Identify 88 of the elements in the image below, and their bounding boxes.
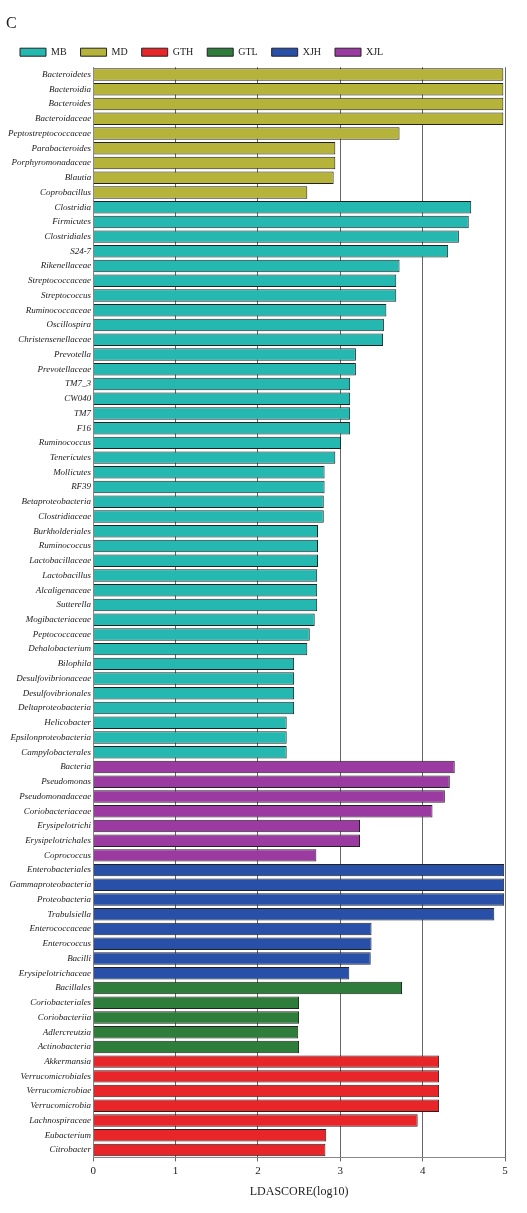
y-tick-label: Bacteroidetes <box>41 68 92 79</box>
y-tick-label: Streptococcus <box>40 289 92 300</box>
y-tick-label: Firmicutes <box>51 216 92 227</box>
y-tick-label: Blautia <box>64 172 92 183</box>
y-tick-label: Parabacteroides <box>30 142 92 153</box>
y-tick-label: Desulfovibrionaceae <box>15 672 92 683</box>
y-tick-label: Erysipelotrichaceae <box>17 967 92 978</box>
x-axis-title: LDASCORE(log10) <box>249 1183 349 1198</box>
y-tick-label: Citrobacter <box>49 1144 92 1155</box>
y-tick-label: Betaproteobacteria <box>21 496 92 507</box>
y-tick-label: Bacilli <box>67 952 92 963</box>
x-tick-label: 1 <box>172 1163 179 1176</box>
y-tick-label: Bacteroidia <box>48 83 92 94</box>
y-tick-label: Trabulsiella <box>47 908 92 919</box>
y-tick-label: Prevotella <box>52 348 92 359</box>
y-tick-label: Eubacterium <box>43 1129 92 1140</box>
y-tick-label: Ruminococcus <box>37 540 92 551</box>
y-tick-label: Alcaligenaceae <box>34 584 92 595</box>
y-tick-label: Lachnospiraceae <box>28 1114 92 1125</box>
y-tick-label: F16 <box>75 422 92 433</box>
y-tick-label: Oscillospira <box>46 319 92 330</box>
legend-label: GTH <box>172 45 194 57</box>
legend-label: MB <box>51 45 67 57</box>
y-tick-label: Enterobacteriales <box>25 864 92 875</box>
x-tick-label: 2 <box>255 1163 261 1176</box>
y-tick-label: Coriobacteriales <box>30 997 92 1008</box>
legend-label: MD <box>111 45 128 57</box>
y-tick-label: Proteobacteria <box>35 893 92 904</box>
y-tick-label: Clostridiales <box>44 230 92 241</box>
legend-label: XJH <box>302 45 322 57</box>
y-tick-label: Peptococcaceae <box>31 628 92 639</box>
x-tick-label: 4 <box>419 1163 426 1176</box>
y-tick-label: Lactobacillaceae <box>28 555 92 566</box>
y-tick-label: TM7 <box>74 407 92 418</box>
y-tick-label: Mogibacteriaceae <box>24 614 92 625</box>
y-tick-label: Bilophila <box>57 658 92 669</box>
y-tick-label: Ruminococcaceae <box>24 304 92 315</box>
y-tick-label: Verrucomicrobiae <box>26 1085 92 1096</box>
chart-title: C <box>6 13 17 31</box>
y-tick-label: Epsilonproteobacteria <box>9 731 92 742</box>
y-tick-label: Peptostreptococcaceae <box>6 127 92 138</box>
x-tick-label: 3 <box>337 1163 344 1176</box>
y-tick-label: Bacillales <box>55 982 92 993</box>
legend-label: XJL <box>366 45 384 57</box>
y-tick-label: CW040 <box>64 393 92 404</box>
y-tick-label: Dehalobacterium <box>27 643 92 654</box>
y-tick-label: Verrucomicrobia <box>30 1100 92 1111</box>
y-tick-label: Gammaproteobacteria <box>9 879 92 890</box>
y-tick-label: Lactobacillus <box>41 569 92 580</box>
y-tick-label: Porphyromonadaceae <box>10 157 92 168</box>
y-tick-label: Coprobacillus <box>39 186 92 197</box>
y-tick-label: Pseudomonadaceae <box>18 790 92 801</box>
y-tick-label: Clostridiaceae <box>38 510 92 521</box>
y-tick-label: Coprococcus <box>43 849 92 860</box>
y-tick-label: Erysipelotrichi <box>36 820 92 831</box>
y-tick-label: Enterococcus <box>41 938 92 949</box>
y-tick-label: Streptococcaceae <box>27 275 92 286</box>
y-tick-label: Deltaproteobacteria <box>16 702 92 713</box>
y-tick-label: Christensenellaceae <box>18 334 92 345</box>
y-tick-label: Burkholderiales <box>33 525 92 536</box>
y-tick-label: Prevotellaceae <box>36 363 92 374</box>
y-tick-label: Campylobacterales <box>21 746 92 757</box>
y-tick-label: Clostridia <box>54 201 92 212</box>
y-tick-label: Actinobacteria <box>36 1041 92 1052</box>
y-tick-label: TM7_3 <box>65 378 92 389</box>
y-tick-label: Erysipelotrichales <box>24 835 92 846</box>
y-tick-label: Rikenellaceae <box>39 260 92 271</box>
y-tick-label: Pseudomonas <box>40 776 92 787</box>
x-tick-label: 0 <box>90 1163 97 1176</box>
y-tick-label: Coriobacteriaceae <box>23 805 92 816</box>
y-tick-label: Adlercreutzia <box>41 1026 92 1037</box>
y-tick-label: Enterococcaceae <box>28 923 92 934</box>
legend-label: GTL <box>238 45 258 57</box>
y-tick-label: Mollicutes <box>52 466 92 477</box>
y-tick-label: Sutterella <box>56 599 92 610</box>
y-tick-label: Ruminococcus <box>37 437 92 448</box>
y-tick-label: Bacteroidaceae <box>34 113 92 124</box>
y-tick-label: S24-7 <box>70 245 92 256</box>
x-tick-label: 5 <box>502 1163 509 1176</box>
y-tick-label: RF39 <box>70 481 92 492</box>
y-tick-label: Bacteroides <box>48 98 92 109</box>
y-tick-label: Akkermansia <box>43 1056 92 1066</box>
y-tick-label: Tenericutes <box>49 451 92 462</box>
y-tick-label: Verrucomicrobiales <box>20 1070 92 1081</box>
y-tick-label: Helicobacter <box>43 717 92 728</box>
y-tick-label: Bacteria <box>60 761 92 772</box>
y-tick-label: Coriobacteriia <box>37 1011 92 1022</box>
y-tick-label: Desulfovibrionales <box>21 687 92 698</box>
